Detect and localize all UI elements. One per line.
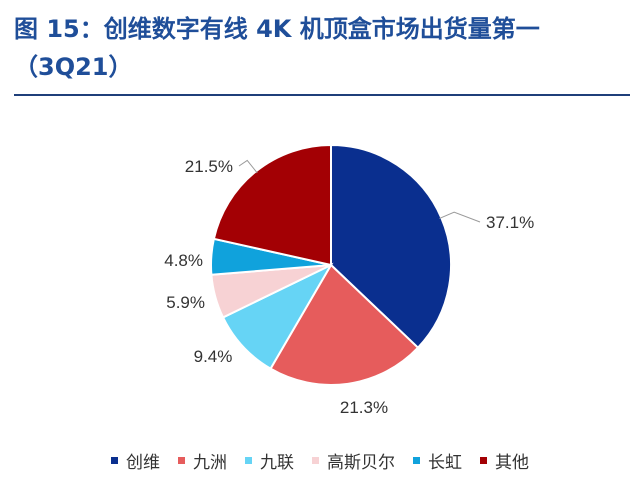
- legend-swatch: [178, 457, 185, 464]
- pie-slice: [269, 263, 420, 386]
- legend-item: 九洲: [178, 448, 227, 473]
- figure-title-line2: （3Q21）: [14, 53, 133, 81]
- figure-title-line1: 图 15：创维数字有线 4K 机顶盒市场出货量第一: [14, 15, 540, 43]
- pie-data-label: 37.1%: [486, 213, 534, 232]
- legend-swatch: [480, 457, 487, 464]
- pie-data-label: 21.5%: [185, 157, 233, 176]
- leader-line: [439, 211, 481, 223]
- pie-chart: 37.1% 21.3% 9.4% 5.9% 4.8% 21.5%: [164, 143, 534, 417]
- legend-label: 九洲: [193, 453, 227, 473]
- pie-data-label: 5.9%: [166, 293, 205, 312]
- pie-data-label: 4.8%: [164, 251, 203, 270]
- legend-item: 九联: [245, 448, 294, 473]
- pie-data-label: 9.4%: [194, 347, 233, 366]
- legend-swatch: [413, 457, 420, 464]
- legend-swatch: [312, 457, 319, 464]
- pie-slices: [210, 143, 452, 386]
- legend-swatch: [245, 457, 252, 464]
- pie-data-label: 21.3%: [340, 398, 388, 417]
- legend-label: 其他: [495, 453, 529, 473]
- leader-line: [238, 159, 258, 174]
- legend-item: 高斯贝尔: [312, 448, 395, 473]
- pie-leader-lines: [238, 159, 481, 223]
- legend-item: 创维: [111, 448, 160, 473]
- title-underline: [14, 94, 630, 96]
- legend-swatch: [111, 457, 118, 464]
- legend-item: 长虹: [413, 448, 462, 473]
- legend-item: 其他: [480, 448, 529, 473]
- figure-title: 图 15：创维数字有线 4K 机顶盒市场出货量第一 （3Q21）: [14, 10, 630, 86]
- legend-label: 创维: [126, 453, 160, 473]
- pie-data-labels: 37.1% 21.3% 9.4% 5.9% 4.8% 21.5%: [164, 157, 534, 417]
- legend-label: 高斯贝尔: [327, 453, 395, 473]
- legend-label: 长虹: [428, 453, 462, 473]
- legend-label: 九联: [260, 453, 294, 473]
- chart-legend: 创维 九洲 九联 高斯贝尔 长虹 其他: [0, 448, 640, 473]
